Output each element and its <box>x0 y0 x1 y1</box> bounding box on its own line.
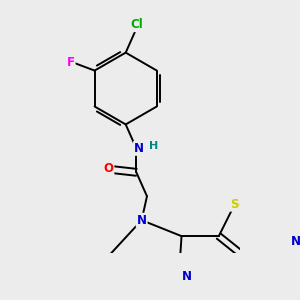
Text: F: F <box>67 56 75 69</box>
Text: N: N <box>182 269 192 283</box>
Text: N: N <box>137 214 147 227</box>
Text: S: S <box>230 198 239 211</box>
Text: O: O <box>103 162 113 175</box>
Text: N: N <box>291 235 300 248</box>
Text: H: H <box>149 141 158 151</box>
Text: N: N <box>134 142 144 155</box>
Text: Cl: Cl <box>130 18 143 31</box>
